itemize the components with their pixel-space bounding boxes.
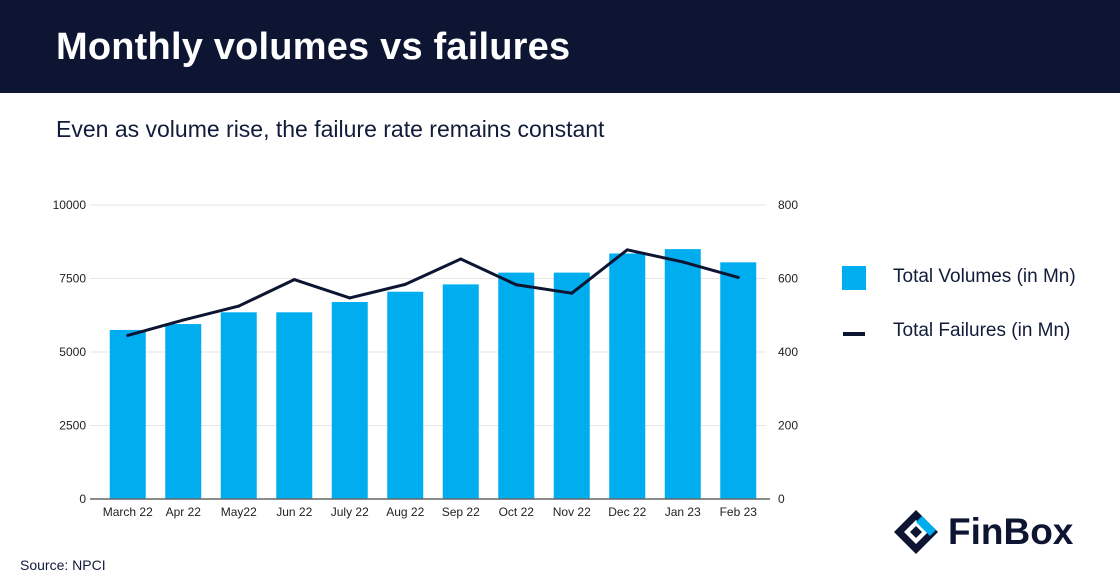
x-tick-label: Jun 22 [276,505,312,519]
chart-subtitle: Even as volume rise, the failure rate re… [56,116,605,142]
x-tick-label: Apr 22 [166,505,202,519]
x-tick-label: Aug 22 [386,505,424,519]
point-total-failures [459,257,463,261]
bar-total-volumes [276,312,313,499]
point-total-failures [403,282,407,286]
point-total-failures [292,278,296,282]
legend-label-failures: Total Failures (in Mn) [893,320,1071,341]
point-total-failures [681,260,685,264]
point-total-failures [237,304,241,308]
y-left-tick-label: 10000 [53,198,87,212]
point-total-failures [348,296,352,300]
point-total-failures [736,275,740,279]
bar-total-volumes [165,324,202,499]
x-tick-label: May22 [221,505,257,519]
header-bar: Monthly volumes vs failures [0,0,1120,93]
point-total-failures [625,248,629,252]
bar-total-volumes [609,253,646,499]
bar-total-volumes [720,262,757,499]
legend-swatch-volumes [842,266,866,290]
x-tick-label: July 22 [331,505,369,519]
bar-total-volumes [109,329,146,499]
y-left-tick-label: 7500 [59,272,86,286]
x-tick-label: Dec 22 [608,505,646,519]
finbox-logo-icon [894,510,938,554]
x-tick-label: Jan 23 [665,505,701,519]
source-note: Source: NPCI [20,557,106,573]
y-right-tick-label: 200 [778,419,798,433]
y-left-tick-label: 0 [79,492,86,506]
line-total-failures [127,248,739,337]
point-total-failures [126,333,130,337]
brand-name: FinBox [948,511,1074,552]
x-tick-label: March 22 [103,505,153,519]
bar-total-volumes [498,272,535,499]
bar-total-volumes [664,249,701,499]
point-total-failures [514,283,518,287]
y-right-tick-label: 800 [778,198,798,212]
bar-total-volumes [220,312,257,499]
legend-label-volumes: Total Volumes (in Mn) [893,266,1076,287]
x-tick-label: Nov 22 [553,505,591,519]
y-right-tick-label: 400 [778,345,798,359]
x-tick-label: Feb 23 [720,505,758,519]
x-tick-label: Oct 22 [499,505,535,519]
bar-total-volumes [331,302,368,499]
x-tick-label: Sep 22 [442,505,480,519]
y-right-tick-label: 600 [778,272,798,286]
y-left-tick-label: 2500 [59,419,86,433]
bar-total-volumes [553,272,590,499]
bar-total-volumes [442,284,479,499]
legend-swatch-failures [843,332,865,336]
bar-total-volumes [387,291,424,499]
y-left-tick-label: 5000 [59,345,86,359]
page-title: Monthly volumes vs failures [56,26,571,68]
point-total-failures [570,291,574,295]
brand-logo: FinBox [892,508,1073,556]
y-right-tick-label: 0 [778,492,785,506]
point-total-failures [181,318,185,322]
